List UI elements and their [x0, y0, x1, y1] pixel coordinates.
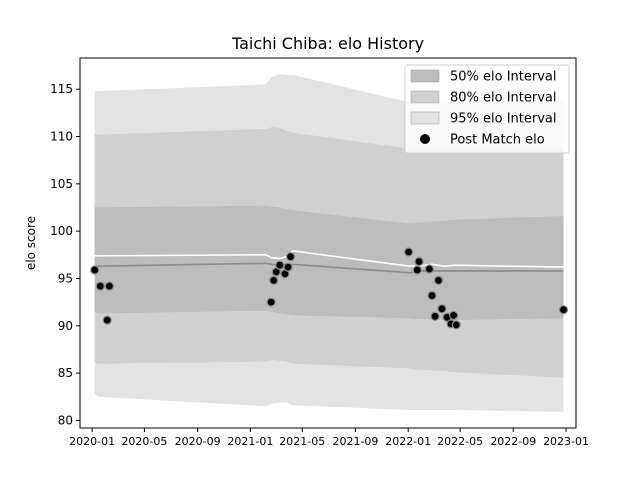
- post-match-point: [104, 281, 115, 291]
- post-match-point: [558, 305, 569, 315]
- x-tick-label: 2022-09: [490, 435, 536, 448]
- post-match-point: [283, 262, 293, 272]
- post-match-point: [95, 281, 105, 291]
- post-match-point: [437, 304, 447, 314]
- x-tick-label: 2022-05: [437, 435, 483, 448]
- legend: 50% elo Interval 80% elo Interval 95% elo …: [404, 64, 570, 154]
- x-tick-label: 2021-01: [227, 435, 273, 448]
- post-match-point: [275, 260, 285, 270]
- post-match-point: [102, 315, 112, 325]
- mean-line-3: [94, 262, 564, 274]
- post-match-point: [90, 265, 100, 275]
- post-match-point: [427, 290, 437, 301]
- band-2: [94, 205, 564, 321]
- post-match-point: [404, 247, 414, 257]
- x-tick-label: 2020-05: [121, 435, 167, 448]
- x-tick-label: 2020-09: [175, 435, 221, 448]
- legend-box: [404, 64, 570, 154]
- x-axis-ticks: 2020-01 2020-05 2020-09 2021-01 2021-05 2021-…: [69, 428, 589, 448]
- post-match-point: [286, 252, 296, 262]
- legend-label: 95% elo Interval: [450, 112, 557, 127]
- mean-line-4: [94, 250, 564, 268]
- plot-frame: [79, 57, 577, 429]
- legend-label: Post Match elo: [450, 133, 545, 148]
- post-match-point: [430, 311, 440, 321]
- y-axis-ticks: 80 85 90 95 100 105 110 115: [50, 82, 80, 427]
- legend-marker: [420, 134, 430, 144]
- post-match-point: [414, 256, 424, 267]
- post-match-point: [449, 310, 459, 320]
- x-tick-label: 2023-01: [543, 435, 589, 448]
- y-tick-label: 105: [50, 177, 73, 191]
- post-match-point: [412, 265, 422, 275]
- post-match-point: [424, 264, 434, 274]
- y-tick-label: 100: [50, 224, 73, 238]
- y-tick-label: 115: [50, 82, 73, 96]
- chart-title: Taichi Chiba: elo History: [231, 34, 424, 53]
- post-match-points: [90, 247, 569, 330]
- x-tick-label: 2022-01: [385, 435, 431, 448]
- legend-label: 50% elo Interval: [450, 70, 557, 85]
- post-match-point: [266, 297, 276, 307]
- post-match-point: [269, 275, 279, 285]
- y-tick-label: 95: [58, 271, 73, 285]
- y-tick-label: 110: [50, 130, 73, 144]
- x-tick-label: 2021-09: [332, 435, 378, 448]
- x-tick-label: 2020-01: [69, 435, 115, 448]
- legend-swatch: [410, 69, 440, 83]
- post-match-point: [433, 275, 444, 285]
- y-tick-label: 85: [58, 366, 73, 380]
- mean-lines: [94, 250, 564, 274]
- y-tick-label: 90: [58, 319, 73, 333]
- legend-swatch: [410, 90, 440, 104]
- y-axis-title: elo score: [24, 216, 38, 270]
- y-tick-label: 80: [58, 413, 73, 427]
- legend-label: 80% elo Interval: [450, 91, 557, 106]
- legend-swatch: [410, 111, 440, 125]
- post-match-point: [451, 320, 461, 330]
- x-tick-label: 2021-05: [279, 435, 325, 448]
